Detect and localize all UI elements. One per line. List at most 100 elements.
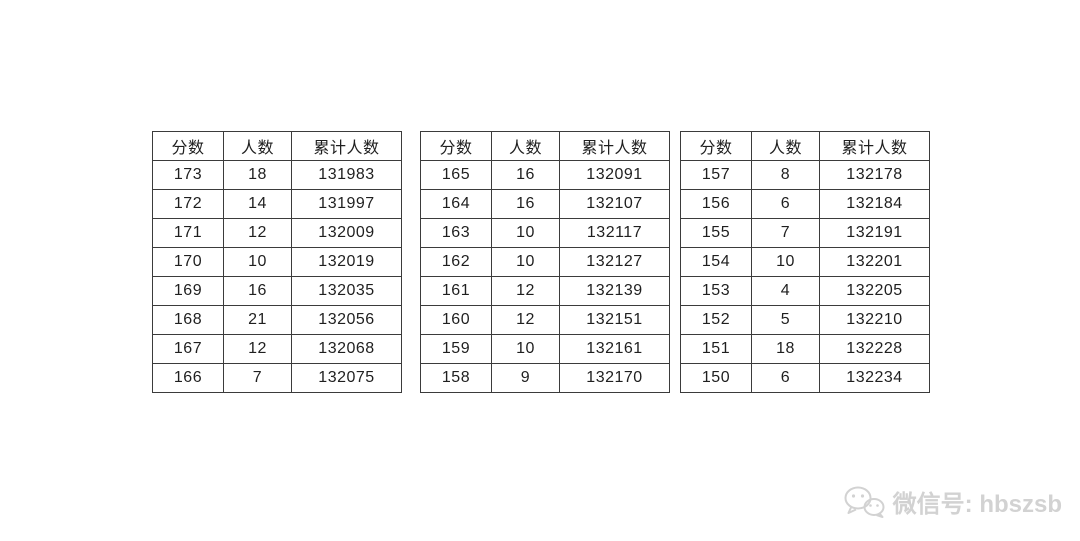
table-row: 162 10 132127 [420,247,670,277]
table-row: 151 18 132228 [680,334,930,364]
cumulative-cell: 132019 [291,247,402,277]
score-cell: 173 [152,160,224,190]
cumulative-cell: 132075 [291,363,402,393]
table-row: 154 10 132201 [680,247,930,277]
column-header: 累计人数 [291,131,402,161]
score-cell: 151 [680,334,752,364]
score-cell: 170 [152,247,224,277]
count-cell: 16 [491,189,560,219]
table-row: 168 21 132056 [152,305,402,335]
count-cell: 16 [223,276,292,306]
table-row: 169 16 132035 [152,276,402,306]
score-table-2: 分数 人数 累计人数 165 16 132091 164 16 132107 163 10 13211… [420,131,670,393]
table-row: 172 14 131997 [152,189,402,219]
column-header: 人数 [751,131,820,161]
cumulative-cell: 131997 [291,189,402,219]
score-cell: 168 [152,305,224,335]
header-row: 分数 人数 累计人数 [420,131,670,161]
cumulative-cell: 132191 [819,218,930,248]
count-cell: 4 [751,276,820,306]
cumulative-cell: 132184 [819,189,930,219]
score-cell: 162 [420,247,492,277]
header-row: 分数 人数 累计人数 [680,131,930,161]
count-cell: 8 [751,160,820,190]
column-header: 累计人数 [559,131,670,161]
table-row: 171 12 132009 [152,218,402,248]
count-cell: 10 [491,247,560,277]
cumulative-cell: 132117 [559,218,670,248]
count-cell: 12 [491,305,560,335]
table-row: 164 16 132107 [420,189,670,219]
cumulative-cell: 132107 [559,189,670,219]
score-cell: 171 [152,218,224,248]
table-row: 163 10 132117 [420,218,670,248]
cumulative-cell: 131983 [291,160,402,190]
table-row: 170 10 132019 [152,247,402,277]
count-cell: 12 [223,334,292,364]
wechat-icon [843,485,885,519]
cumulative-cell: 132205 [819,276,930,306]
score-cell: 152 [680,305,752,335]
score-cell: 157 [680,160,752,190]
table-row: 158 9 132170 [420,363,670,393]
column-header: 分数 [420,131,492,161]
count-cell: 6 [751,363,820,393]
table-row: 152 5 132210 [680,305,930,335]
table-row: 159 10 132161 [420,334,670,364]
table-row: 160 12 132151 [420,305,670,335]
count-cell: 16 [491,160,560,190]
count-cell: 5 [751,305,820,335]
score-table-1: 分数 人数 累计人数 173 18 131983 172 14 131997 171 12 13200… [152,131,402,393]
watermark-text: 微信号: hbszsb [892,491,1062,518]
score-table-2-wrap: 分数 人数 累计人数 165 16 132091 164 16 132107 163 10 13211… [420,131,670,393]
score-cell: 164 [420,189,492,219]
score-cell: 156 [680,189,752,219]
cumulative-cell: 132056 [291,305,402,335]
count-cell: 18 [223,160,292,190]
cumulative-cell: 132161 [559,334,670,364]
table-row: 161 12 132139 [420,276,670,306]
count-cell: 10 [491,218,560,248]
score-cell: 169 [152,276,224,306]
cumulative-cell: 132139 [559,276,670,306]
score-cell: 155 [680,218,752,248]
score-cell: 165 [420,160,492,190]
score-cell: 154 [680,247,752,277]
table-row: 155 7 132191 [680,218,930,248]
cumulative-cell: 132178 [819,160,930,190]
table-row: 153 4 132205 [680,276,930,306]
count-cell: 9 [491,363,560,393]
count-cell: 10 [223,247,292,277]
count-cell: 12 [491,276,560,306]
table-row: 173 18 131983 [152,160,402,190]
count-cell: 14 [223,189,292,219]
cumulative-cell: 132035 [291,276,402,306]
column-header: 人数 [491,131,560,161]
column-header: 累计人数 [819,131,930,161]
table-row: 156 6 132184 [680,189,930,219]
score-cell: 172 [152,189,224,219]
cumulative-cell: 132234 [819,363,930,393]
cumulative-cell: 132091 [559,160,670,190]
table-row: 166 7 132075 [152,363,402,393]
count-cell: 18 [751,334,820,364]
cumulative-cell: 132210 [819,305,930,335]
score-cell: 160 [420,305,492,335]
count-cell: 10 [491,334,560,364]
cumulative-cell: 132009 [291,218,402,248]
cumulative-cell: 132201 [819,247,930,277]
cumulative-cell: 132068 [291,334,402,364]
score-cell: 163 [420,218,492,248]
count-cell: 12 [223,218,292,248]
score-cell: 166 [152,363,224,393]
count-cell: 21 [223,305,292,335]
score-cell: 158 [420,363,492,393]
score-cell: 153 [680,276,752,306]
table-row: 167 12 132068 [152,334,402,364]
cumulative-cell: 132127 [559,247,670,277]
cumulative-cell: 132170 [559,363,670,393]
cumulative-cell: 132151 [559,305,670,335]
count-cell: 10 [751,247,820,277]
watermark: 微信号: hbszsb [843,484,1062,519]
